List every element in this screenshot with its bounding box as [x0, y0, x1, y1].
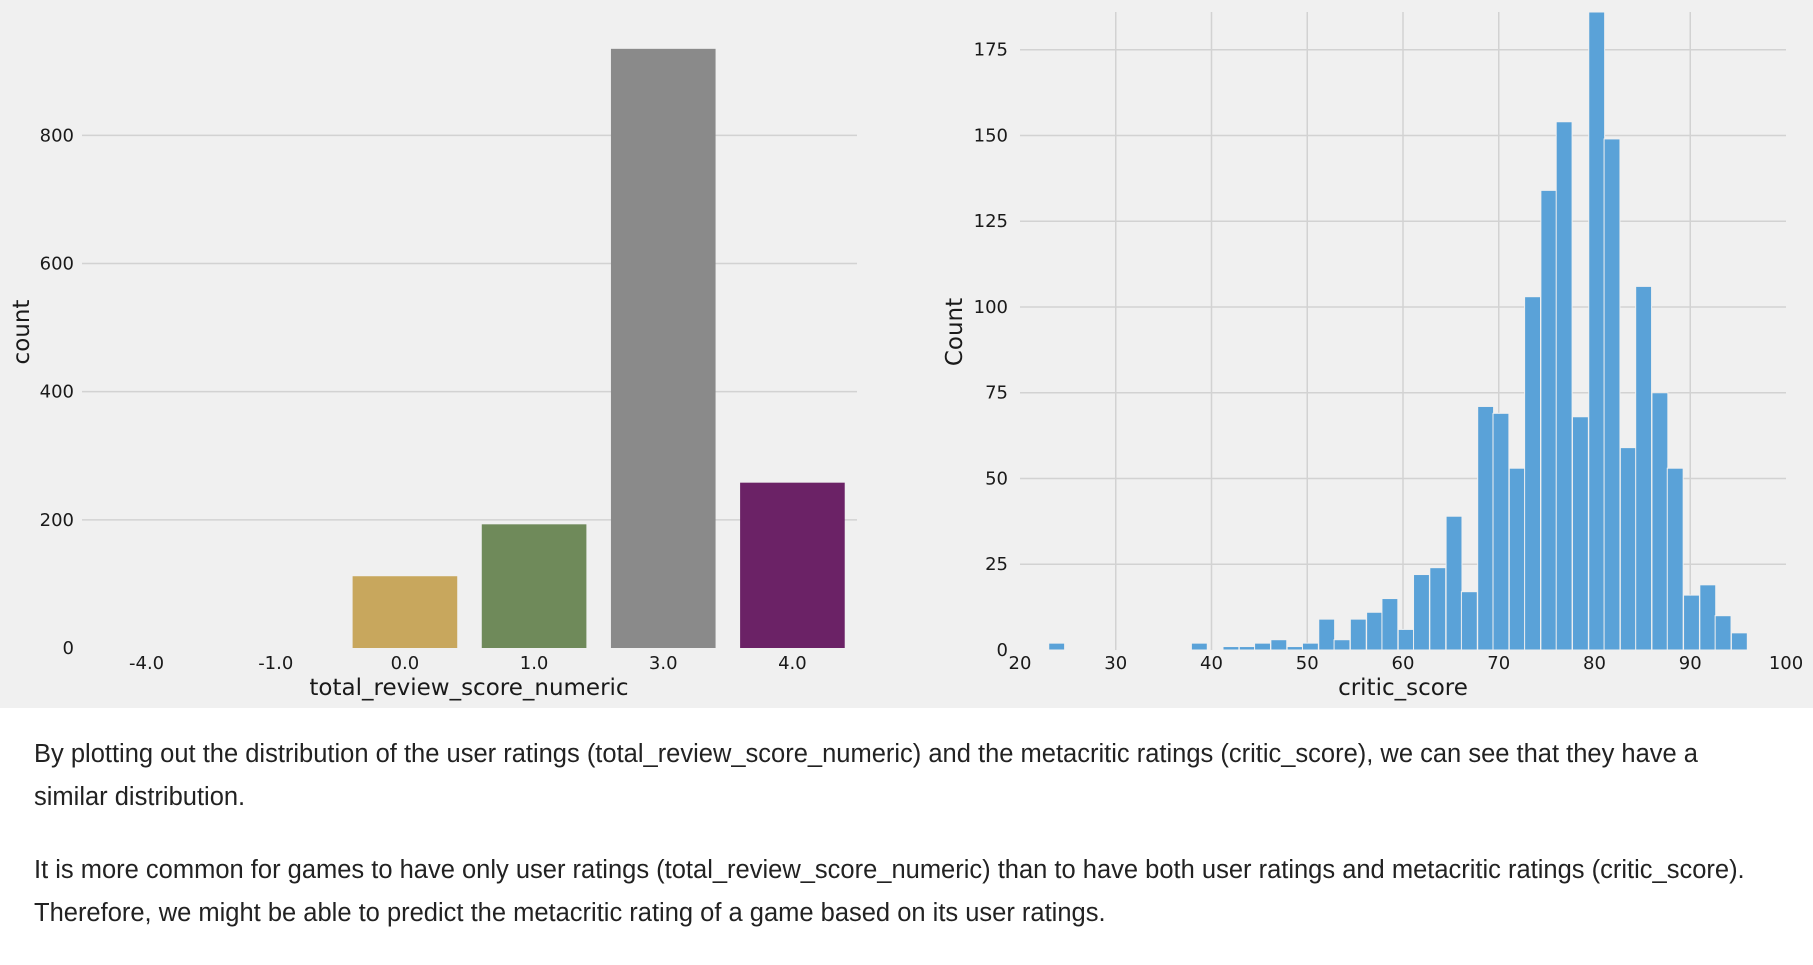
right-x-tick-label: 90 — [1679, 653, 1702, 674]
right-x-tick-label: 30 — [1104, 653, 1127, 674]
histogram-bar — [1714, 615, 1732, 651]
left-y-tick-label: 0 — [63, 638, 74, 659]
left-x-tick-label: 3.0 — [649, 653, 678, 674]
histogram-bar — [1571, 416, 1589, 651]
left-y-tick-label: 600 — [40, 254, 74, 275]
histogram-bar — [1635, 285, 1653, 651]
left-x-tick-label: 0.0 — [391, 653, 420, 674]
count-bar — [481, 524, 587, 648]
right-x-tick-label: 60 — [1392, 653, 1415, 674]
right-y-tick-label: 125 — [974, 211, 1008, 232]
right-y-tick-label: 175 — [974, 40, 1008, 61]
histogram-bar — [1666, 467, 1684, 651]
note-paragraph-1: By plotting out the distribution of the … — [34, 740, 1698, 811]
right-y-tick-label: 150 — [974, 125, 1008, 146]
right-x-tick-label: 70 — [1487, 653, 1510, 674]
left-x-tick-label: 4.0 — [778, 653, 807, 674]
right-y-tick-label: 100 — [974, 297, 1008, 318]
histogram-bar — [1333, 639, 1351, 651]
histogram-bar — [1445, 515, 1463, 651]
histogram-bar — [1238, 646, 1256, 651]
histogram-bar — [1508, 467, 1526, 651]
histogram-bar — [1190, 642, 1208, 651]
right-x-tick-label: 20 — [1009, 653, 1032, 674]
histogram-bar — [1683, 594, 1700, 651]
histogram-bar — [1270, 639, 1288, 651]
histogram-bar — [1651, 392, 1669, 651]
right-y-tick-label: 0 — [997, 640, 1008, 661]
histogram-bar — [1349, 618, 1367, 651]
histogram-bar — [1460, 591, 1478, 651]
count-bar-chart: 0 200 400 600 800 -4.0 -1.0 0.0 1.0 3.0 4.0 total… — [9, 48, 857, 701]
histogram-bar — [1429, 567, 1447, 651]
histogram-bar — [1397, 628, 1415, 651]
left-x-axis-label: total_review_score_numeric — [309, 675, 628, 701]
histogram-bar — [1413, 574, 1430, 651]
left-y-axis-label: count — [9, 300, 35, 365]
left-y-tick-label: 400 — [40, 382, 74, 403]
histogram-bar — [1286, 646, 1304, 651]
histogram-bar — [1730, 632, 1748, 651]
note-paragraph-2: It is more common for games to have only… — [34, 856, 1745, 927]
right-y-tick-label: 25 — [985, 554, 1008, 575]
histogram-bar — [1588, 11, 1606, 651]
right-y-tick-label: 50 — [985, 468, 1008, 489]
left-x-tick-label: -1.0 — [258, 653, 293, 674]
histogram-bar — [1699, 584, 1717, 651]
count-bar — [740, 482, 845, 648]
histogram-bar — [1381, 598, 1399, 651]
left-y-tick-label: 200 — [40, 510, 74, 531]
histogram-bar — [1540, 189, 1558, 651]
histogram-bar — [1524, 296, 1541, 651]
right-y-axis-label: Count — [942, 298, 968, 366]
histogram-bar — [1477, 405, 1495, 651]
count-bar — [610, 48, 716, 649]
left-x-tick-label: -4.0 — [129, 653, 164, 674]
histogram-bar — [1318, 618, 1336, 651]
histogram-bar — [1619, 447, 1637, 651]
right-x-axis-label: critic_score — [1338, 675, 1468, 701]
histogram-bar — [1492, 412, 1510, 651]
right-x-tick-label: 50 — [1296, 653, 1319, 674]
left-y-tick-label: 800 — [40, 125, 74, 146]
histogram-bar — [1603, 138, 1621, 651]
right-x-tick-label: 40 — [1200, 653, 1223, 674]
analysis-notes: By plotting out the distribution of the … — [34, 733, 1774, 965]
right-x-tick-label: 80 — [1583, 653, 1606, 674]
right-y-tick-label: 75 — [985, 383, 1008, 404]
histogram-bar — [1301, 642, 1319, 651]
left-x-tick-label: 1.0 — [520, 653, 549, 674]
histogram-bar — [1366, 611, 1384, 651]
right-x-tick-label: 100 — [1769, 653, 1803, 674]
count-bar — [352, 576, 458, 648]
histogram-bar — [1254, 642, 1271, 651]
histogram-bar — [1222, 646, 1240, 651]
histogram-bar — [1555, 121, 1573, 651]
histogram-bar — [1048, 642, 1066, 651]
